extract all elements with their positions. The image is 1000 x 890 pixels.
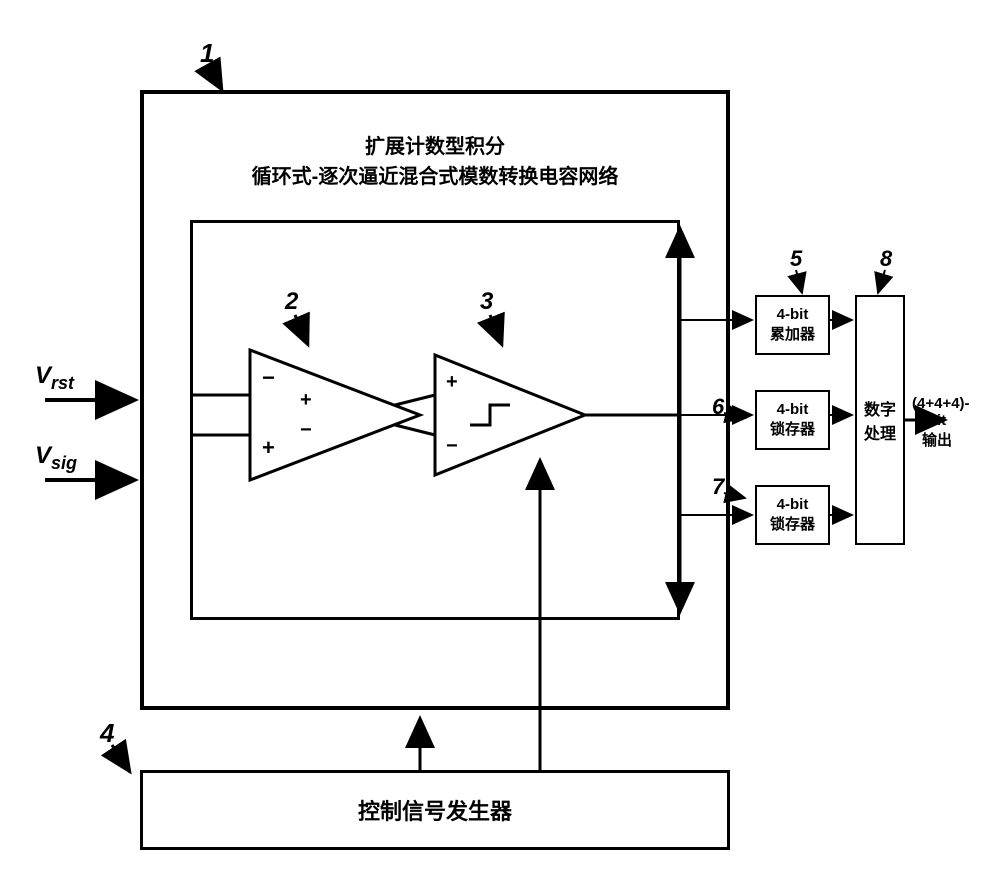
- arrow-7: [724, 493, 745, 498]
- diagram-canvas: 扩展计数型积分 循环式-逐次逼近混合式模数转换电容网络 控制信号发生器 4-bi…: [0, 0, 1000, 890]
- diagram-svg: − + + − + −: [0, 0, 1000, 890]
- arrow-5: [796, 270, 802, 293]
- svg-text:−: −: [262, 365, 275, 390]
- comparator-triangle: + −: [435, 355, 585, 475]
- svg-text:−: −: [300, 419, 312, 441]
- arrow-2: [295, 315, 308, 345]
- arrow-8: [878, 270, 885, 293]
- arrow-1: [208, 65, 222, 90]
- arrow-3: [490, 315, 502, 345]
- svg-text:+: +: [446, 371, 458, 393]
- svg-text:−: −: [446, 435, 458, 457]
- svg-text:+: +: [262, 435, 275, 460]
- opamp-triangle: − + + −: [250, 350, 420, 480]
- svg-text:+: +: [300, 389, 312, 411]
- arrow-4: [112, 745, 130, 772]
